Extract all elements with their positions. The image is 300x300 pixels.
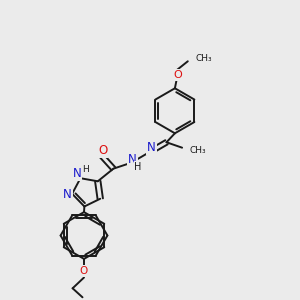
Text: N: N: [72, 167, 81, 180]
Text: N: N: [63, 188, 72, 201]
Text: O: O: [98, 144, 107, 157]
Text: O: O: [173, 70, 182, 80]
Text: CH₃: CH₃: [195, 54, 212, 63]
Text: O: O: [80, 266, 88, 276]
Text: N: N: [128, 153, 137, 166]
Text: N: N: [147, 141, 156, 154]
Text: CH₃: CH₃: [190, 146, 206, 154]
Text: H: H: [82, 165, 89, 174]
Text: H: H: [134, 162, 142, 172]
